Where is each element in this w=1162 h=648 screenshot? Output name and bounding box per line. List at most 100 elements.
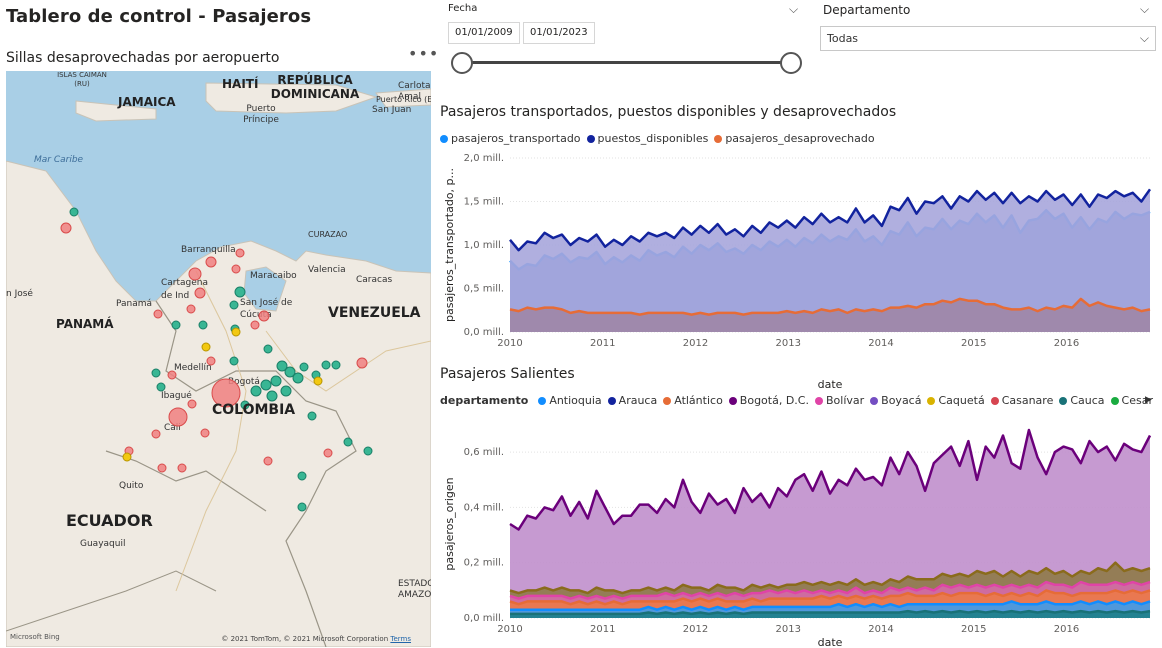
y-tick-label: 0,0 mill. <box>464 613 504 624</box>
legend-label: pasajeros_transportado <box>451 132 581 145</box>
chart2-legend-item[interactable]: Casanare <box>990 394 1053 407</box>
date-slider-track[interactable] <box>462 61 792 64</box>
x-tick-label: 2016 <box>1054 338 1079 349</box>
series-line <box>509 580 1151 600</box>
airport-bubbles-teal <box>69 207 373 512</box>
map-credit: © 2021 TomTom, © 2021 Microsoft Corporat… <box>221 635 411 643</box>
airport-bubble <box>297 502 307 512</box>
legend-next-icon[interactable]: ▶ <box>1145 395 1152 405</box>
report-title: Tablero de control - Pasajeros <box>6 6 312 27</box>
legend-marker <box>927 396 936 405</box>
y-axis-title: pasajeros_origen <box>443 477 456 570</box>
map-label-barranquilla: Barranquilla <box>181 245 236 255</box>
more-options-icon[interactable]: ••• <box>408 44 440 63</box>
chart1-legend-item[interactable]: puestos_disponibles <box>586 132 709 145</box>
airport-bubble <box>323 448 333 458</box>
x-tick-label: 2010 <box>497 338 522 349</box>
airport-bubbles-red <box>60 222 368 473</box>
airport-bubble <box>231 327 241 337</box>
legend-label: Bolívar <box>825 394 865 407</box>
legend-label: Atlántico <box>674 394 723 407</box>
chart2-legend-item[interactable]: Cauca <box>1059 394 1105 407</box>
legend-marker <box>586 134 595 143</box>
airport-bubble <box>60 222 72 234</box>
legend-label: Caquetá <box>938 394 985 407</box>
airport-bubble <box>151 368 161 378</box>
x-tick-label: 2014 <box>868 624 893 635</box>
date-end-input[interactable]: 01/01/2023 <box>523 22 595 44</box>
airport-bubble <box>299 362 309 372</box>
map-label-curazao: CURAZAO <box>308 230 348 239</box>
map-label-san-jose-cucuta: San José de Cúcuta <box>240 298 293 320</box>
map-credit-text: © 2021 TomTom, © 2021 Microsoft Corporat… <box>221 635 389 643</box>
chevron-down-icon[interactable]: ⌵ <box>1140 2 1150 16</box>
airport-bubble <box>194 287 206 299</box>
department-dropdown[interactable]: Todas ⌵ <box>820 26 1156 51</box>
legend-marker <box>990 396 999 405</box>
x-tick-label: 2010 <box>497 624 522 635</box>
map-label-cali: Cali <box>164 423 181 433</box>
chart2-legend-item[interactable]: Boyacá <box>870 394 921 407</box>
chart1-legend-item[interactable]: pasajeros_transportado <box>440 132 581 145</box>
date-slider-start-handle[interactable] <box>451 52 473 74</box>
airport-bubble <box>240 400 250 410</box>
legend-marker <box>714 134 723 143</box>
series-area <box>510 298 1150 332</box>
chart2-legend-item[interactable]: Atlántico <box>663 394 723 407</box>
date-start-input[interactable]: 01/01/2009 <box>448 22 520 44</box>
map-label-puerto-principe: Puerto Príncipe <box>243 104 279 125</box>
chart2-legend-item[interactable]: Cesar <box>1110 394 1153 407</box>
map-label-ibague: Ibagué <box>161 391 192 401</box>
airport-bubble <box>171 320 181 330</box>
chevron-down-icon: ⌵ <box>1139 31 1149 45</box>
y-tick-label: 0,4 mill. <box>464 502 504 513</box>
chart1-legend-item[interactable]: pasajeros_desaprovechado <box>714 132 875 145</box>
map-label-puerto-rico: Puerto Rico (EE. U.) <box>376 95 431 104</box>
map-label-medellin: Medellín <box>174 363 212 373</box>
chart1-plot[interactable]: 0,0 mill. 0,5 mill. 1,0 mill. 1,5 mill. 2,0 … <box>440 150 1162 390</box>
legend-marker <box>440 134 448 143</box>
chart2-plot[interactable]: 0,0 mill. 0,2 mill. 0,4 mill. 0,6 mill. 2010… <box>440 410 1162 648</box>
date-slider-end-handle[interactable] <box>780 52 802 74</box>
airport-bubble <box>331 360 341 370</box>
map-label-panama: PANAMÁ <box>56 317 114 331</box>
y-tick-label: 1,0 mill. <box>464 240 504 251</box>
map-label-bogota: Bogotá <box>228 377 260 387</box>
legend-label: Antioquia <box>549 394 602 407</box>
chart2-legend-item[interactable]: Bogotá, D.C. <box>728 394 809 407</box>
chevron-down-icon[interactable]: ⌵ <box>789 2 799 16</box>
y-tick-label: 1,5 mill. <box>464 197 504 208</box>
airport-map[interactable]: ISLAS CAIMÁN (RU) HAITÍ REPÚBLICA DOMINI… <box>6 71 431 647</box>
airport-bubble <box>211 378 241 408</box>
airport-bubble <box>280 385 292 397</box>
series-line <box>509 589 1151 606</box>
map-label-caracas: Caracas <box>356 275 393 285</box>
chart2-legend-item[interactable]: Bolívar <box>814 394 865 407</box>
x-tick-label: 2015 <box>961 338 986 349</box>
airport-bubble <box>151 429 161 439</box>
legend-marker <box>538 396 547 405</box>
legend-label: puestos_disponibles <box>597 132 709 145</box>
chart2-legend-item[interactable]: Arauca <box>607 394 657 407</box>
airport-bubble <box>168 407 188 427</box>
airport-bubble <box>270 375 282 387</box>
map-label-guayaquil: Guayaquil <box>80 539 126 549</box>
map-label-venezuela: VENEZUELA <box>328 305 421 321</box>
department-dropdown-value: Todas <box>827 32 859 45</box>
series-line <box>509 188 1152 252</box>
airport-bubble <box>156 382 166 392</box>
chart2-legend-item[interactable]: Antioquia <box>538 394 602 407</box>
airport-bubble <box>263 344 273 354</box>
airport-bubbles-yellow <box>122 327 323 462</box>
chart2-title: Pasajeros Salientes <box>440 366 575 382</box>
x-tick-label: 2014 <box>868 338 893 349</box>
legend-marker <box>607 396 616 405</box>
legend-marker <box>663 396 672 405</box>
terms-link[interactable]: Terms <box>390 635 411 643</box>
map-label-republica-dominicana: REPÚBLICA DOMINICANA <box>270 73 360 101</box>
map-label-ecuador: ECUADOR <box>66 511 153 530</box>
chart2-legend-item[interactable]: Caquetá <box>927 394 985 407</box>
map-label-panama-city: Panamá <box>116 299 153 309</box>
y-axis-title: pasajeros_transportado, p... <box>443 168 456 322</box>
airport-bubble <box>188 267 202 281</box>
